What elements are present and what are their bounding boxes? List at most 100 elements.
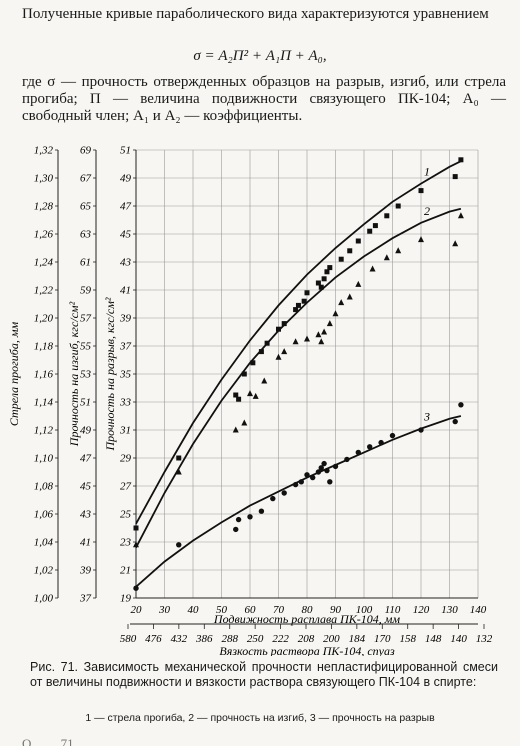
data-point-triangle	[452, 240, 459, 247]
data-point-square	[327, 265, 333, 271]
y-tick-label: 47	[120, 201, 132, 213]
y-tick-label: 67	[80, 173, 92, 185]
y-tick-label: 57	[80, 313, 92, 325]
data-point-circle	[318, 465, 324, 471]
data-point-circle	[176, 542, 182, 548]
y-tick-label: 1,14	[34, 397, 54, 409]
data-point-triangle	[232, 426, 239, 433]
data-point-circle	[389, 432, 396, 439]
data-point-circle	[298, 479, 304, 485]
y-tick-label: 1,16	[34, 369, 54, 381]
data-point-square	[367, 228, 373, 234]
formula: σ = A₂П² + A₁П + A₀,	[193, 48, 327, 64]
data-point-triangle	[369, 265, 376, 272]
y-tick-label: 41	[80, 537, 91, 549]
y-tick-label: 1,32	[34, 145, 54, 157]
x2-tick-label: 170	[374, 633, 391, 645]
chart: 1,00 1,02 1,04 1,06 1,08 1,10 1,12 1,14 1,16 1,18…	[7, 145, 493, 657]
y-tick-label: 61	[80, 257, 91, 269]
x-tick-label: 90	[330, 604, 342, 616]
y-tick-label: 41	[120, 285, 131, 297]
x2-tick-label: 476	[145, 633, 162, 645]
y-tick-label: 63	[80, 229, 92, 241]
chart-labels: 1,00 1,02 1,04 1,06 1,08 1,10 1,12 1,14 1,16 1,18…	[7, 145, 493, 657]
data-point-square	[264, 340, 270, 346]
y-tick-label: 35	[119, 369, 132, 381]
x-axis-label: Подвижность расплава ПК-104, мм	[213, 612, 400, 626]
figure-caption: Рис. 71. Зависимость механической прочно…	[30, 660, 498, 689]
x2-tick-label: 222	[272, 633, 289, 645]
series-curve-1	[135, 160, 462, 525]
y-tick-label: 49	[120, 173, 132, 185]
data-point-circle	[458, 402, 464, 408]
y-tick-label: 31	[119, 425, 131, 437]
x2-tick-label: 148	[425, 633, 442, 645]
data-point-square	[338, 256, 344, 262]
data-point-square	[372, 223, 378, 229]
y-tick-label: 1,30	[34, 173, 54, 185]
x2-tick-label: 140	[450, 633, 467, 645]
data-point-square	[258, 349, 264, 355]
series-label-3: 3	[423, 410, 430, 424]
y-tick-label: 1,10	[34, 453, 54, 465]
y-tick-label: 1,08	[34, 481, 54, 493]
data-point-triangle	[241, 419, 248, 426]
y-tick-label: 53	[80, 369, 92, 381]
x2-tick-label: 158	[399, 633, 416, 645]
y-axis-label-bending: Прочность на изгиб, кгс/см²	[67, 301, 81, 447]
x2-tick-label: 184	[349, 633, 366, 645]
y-tick-label: 39	[119, 313, 132, 325]
x-tick-label: 70	[273, 604, 285, 616]
data-point-square	[324, 269, 330, 275]
x-tick-label: 120	[413, 604, 430, 616]
series-legend: 1 — стрела прогиба, 2 — прочность на изг…	[85, 712, 435, 724]
data-point-triangle	[252, 392, 259, 399]
data-point-triangle	[315, 331, 322, 338]
data-point-triangle	[281, 348, 288, 355]
data-point-square	[281, 321, 287, 327]
data-point-circle	[418, 427, 424, 433]
data-point-circle	[270, 495, 276, 502]
y-tick-label: 1,02	[34, 565, 54, 577]
y-tick-label: 1,26	[34, 229, 54, 241]
data-point-triangle	[292, 338, 299, 345]
y-tick-label: 27	[120, 481, 132, 493]
x2-tick-label: 288	[221, 633, 238, 645]
y-axis-label-tensile: Прочность на разрыв, кгс/см²	[103, 297, 117, 451]
data-point-square	[295, 302, 301, 308]
cut-off-text: О ... ... 71 ... ... ... ... ... ... ...	[22, 736, 165, 746]
y-tick-label: 37	[119, 341, 132, 353]
data-point-triangle	[346, 293, 353, 300]
y-tick-label: 45	[80, 481, 92, 493]
data-point-triangle	[261, 377, 268, 384]
data-point-triangle	[332, 310, 339, 317]
data-point-triangle	[326, 320, 333, 327]
data-point-circle	[378, 439, 384, 446]
data-point-triangle	[457, 212, 464, 219]
data-point-circle	[258, 508, 265, 514]
data-point-circle	[332, 463, 339, 470]
y-tick-label: 59	[80, 285, 92, 297]
y-tick-label: 1,04	[34, 537, 54, 549]
data-point-square	[233, 392, 239, 398]
y-tick-label: 39	[79, 565, 92, 577]
data-point-square	[318, 284, 324, 290]
data-point-circle	[235, 516, 242, 523]
x-tick-label: 30	[158, 604, 171, 616]
data-point-square	[458, 157, 464, 163]
y-tick-label: 1,00	[34, 593, 54, 605]
x2-tick-label: 132	[476, 633, 493, 645]
y-tick-label: 1,12	[34, 425, 54, 437]
x2-tick-label: 432	[171, 633, 188, 645]
series-label-2: 2	[424, 204, 430, 218]
data-point-square	[301, 298, 307, 304]
data-point-triangle	[318, 338, 325, 345]
data-point-circle	[281, 490, 287, 496]
data-point-circle	[310, 474, 316, 481]
x-tick-label: 100	[356, 604, 373, 616]
x-tick-label: 20	[131, 604, 143, 616]
x-tick-label: 130	[441, 604, 458, 616]
data-point-circle	[292, 481, 299, 488]
x-tick-label: 110	[385, 604, 401, 616]
data-point-circle	[304, 472, 310, 478]
